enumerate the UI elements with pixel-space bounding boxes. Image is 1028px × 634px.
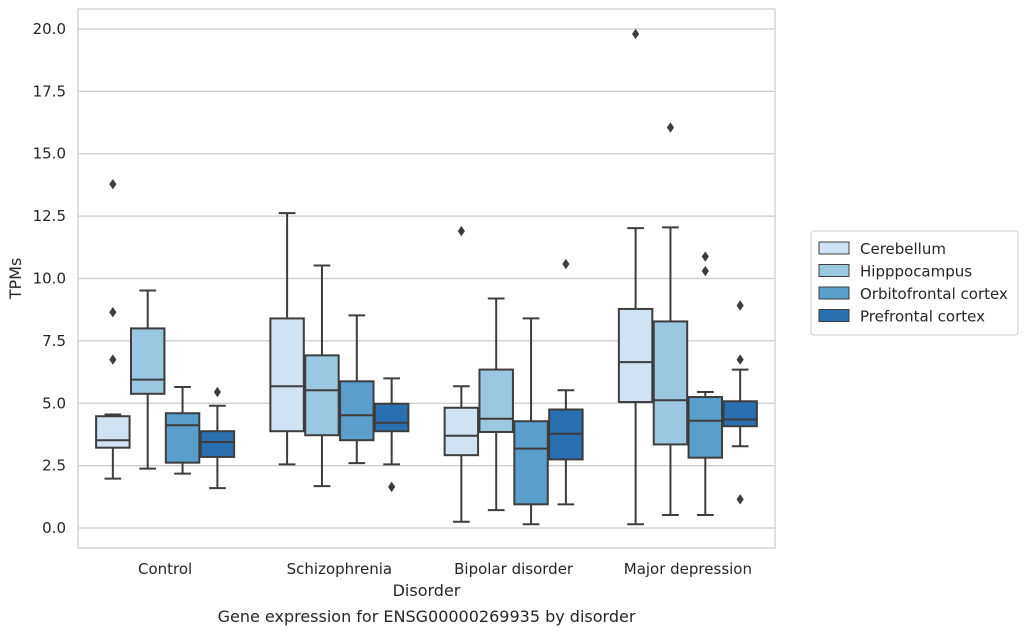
box-body (687, 396, 724, 459)
y-tick-label: 20.0 (33, 20, 66, 38)
x-tick-label: Major depression (624, 560, 752, 578)
outlier-point (213, 386, 221, 398)
x-axis-title: Disorder (393, 581, 461, 600)
chart-caption: Gene expression for ENSG00000269935 by d… (218, 607, 636, 626)
box-1-4 (617, 28, 654, 526)
outlier-point (109, 354, 117, 365)
box-1-1 (95, 178, 131, 480)
x-tick-label: Bipolar disorder (454, 560, 574, 578)
y-tick-label: 2.5 (42, 457, 66, 475)
box-2-3 (478, 297, 514, 512)
box-body (373, 402, 410, 433)
legend-swatch (818, 309, 850, 322)
box-4-1 (199, 386, 236, 490)
outlier-point (109, 178, 117, 190)
y-tick-label: 17.5 (33, 82, 66, 100)
legend-frame (810, 230, 1019, 336)
box-body (129, 327, 166, 395)
box-body (513, 420, 549, 506)
box-4-2 (373, 377, 410, 493)
y-tick-label: 15.0 (33, 145, 66, 163)
y-axis-title: TPMs (6, 258, 25, 301)
box-body (269, 317, 305, 433)
outlier-point (736, 300, 744, 311)
legend-swatch (818, 286, 850, 300)
box-body (443, 406, 480, 457)
outlier-point (632, 28, 640, 40)
y-tick-label: 10.0 (33, 270, 66, 288)
box-body (164, 412, 201, 464)
y-tick-label: 0.0 (42, 519, 66, 537)
box-body (339, 380, 375, 442)
y-tick-label: 7.5 (42, 332, 66, 350)
box-2-2 (304, 264, 340, 488)
boxes (95, 28, 758, 526)
grid-lines (78, 28, 775, 529)
box-body (652, 320, 689, 446)
box-3-2 (339, 314, 375, 465)
box-body (304, 354, 340, 437)
box-body (95, 415, 131, 449)
outlier-point (666, 122, 675, 133)
box-body (199, 430, 236, 458)
outlier-point (701, 251, 709, 262)
legend-label: Hipppocampus (860, 263, 972, 281)
legend-label: Prefrontal cortex (860, 308, 985, 326)
box-1-3 (443, 225, 480, 523)
outlier-point (457, 225, 465, 237)
box-body (478, 368, 514, 433)
box-4-4 (722, 300, 758, 505)
legend-swatch (818, 264, 850, 277)
outlier-point (109, 306, 117, 318)
box-3-1 (164, 386, 201, 475)
outlier-point (562, 258, 570, 270)
box-body (722, 400, 758, 428)
legend: Cerebellum Hipppocampus Orbitofrontal cort… (810, 230, 1019, 336)
box-body (617, 307, 654, 404)
outlier-point (736, 494, 744, 505)
y-tick-label: 12.5 (33, 207, 66, 225)
outlier-point (388, 481, 396, 493)
outlier-point (736, 354, 744, 365)
plot-frame (77, 8, 776, 549)
x-tick-label: Schizophrenia (287, 560, 392, 578)
box-3-3 (513, 317, 549, 526)
box-2-1 (129, 289, 166, 470)
legend-label: Cerebellum (860, 240, 946, 258)
box-4-3 (548, 258, 584, 506)
box-1-2 (269, 212, 305, 466)
legend-swatch (818, 241, 850, 255)
box-3-4 (687, 251, 724, 517)
box-2-4 (652, 122, 689, 517)
y-tick-labels: 0.0 2.5 5.0 7.5 10.0 12.5 15.0 17.5 20.0 (33, 20, 66, 537)
x-tick-label: Control (138, 560, 192, 578)
legend-label: Orbitofrontal cortex (860, 285, 1008, 303)
y-tick-label: 5.0 (42, 394, 66, 412)
x-tick-labels: Control Schizophrenia Bipolar disorder Majo… (138, 560, 752, 578)
outlier-point (701, 265, 709, 277)
